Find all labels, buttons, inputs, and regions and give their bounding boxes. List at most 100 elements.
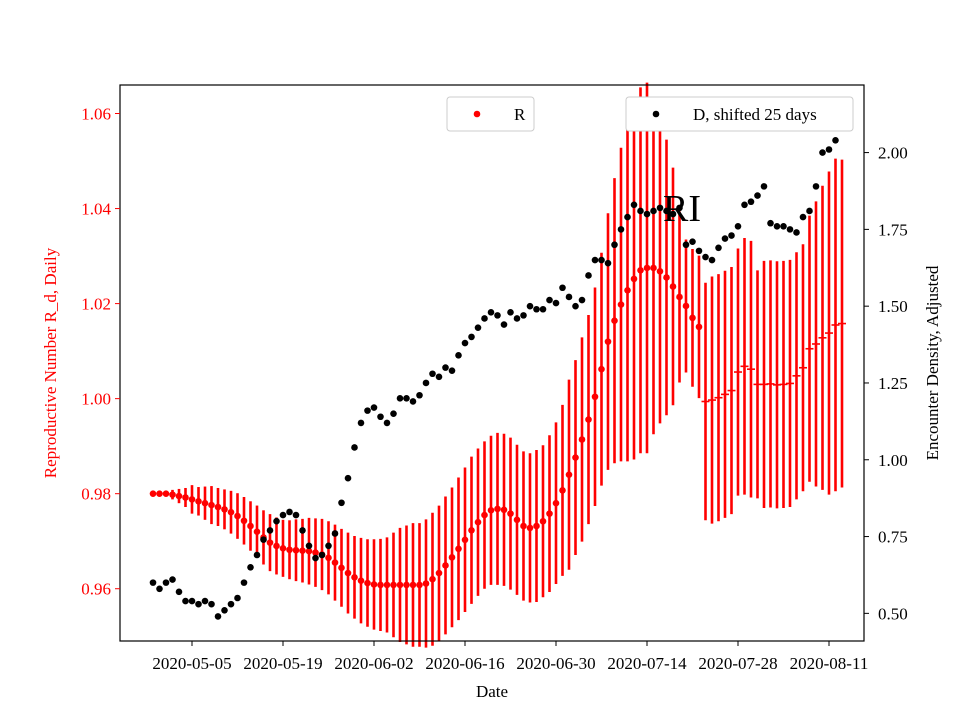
d-point	[630, 201, 638, 209]
r-point	[481, 511, 488, 519]
r-point	[403, 581, 410, 589]
d-point	[650, 207, 657, 215]
x-tick-label: 2020-05-05	[152, 654, 231, 673]
r-point	[357, 577, 365, 584]
d-point	[344, 474, 352, 482]
r-point	[676, 293, 683, 301]
r-point	[585, 416, 592, 423]
left-y-tick-label: 1.04	[81, 200, 111, 219]
r-point	[195, 497, 202, 505]
x-tick-label: 2020-06-30	[516, 654, 595, 673]
d-point	[162, 579, 170, 586]
d-point	[598, 256, 605, 264]
r-point	[448, 554, 456, 561]
legend-r-box	[446, 96, 535, 132]
d-point	[695, 247, 703, 255]
d-point	[520, 312, 527, 319]
x-axis-label: Date	[476, 682, 508, 701]
d-point	[728, 232, 735, 239]
r-point	[292, 546, 300, 554]
d-point	[676, 204, 683, 212]
r-point	[442, 562, 449, 569]
right-y-tick-label: 1.50	[878, 297, 908, 316]
r-point	[156, 490, 163, 497]
d-point	[279, 511, 287, 519]
r-point	[689, 314, 696, 322]
d-point	[546, 296, 553, 304]
left-y-tick-label: 0.98	[81, 485, 111, 504]
r-point	[214, 503, 222, 511]
d-point	[533, 305, 540, 313]
d-point	[734, 223, 742, 230]
x-tick-label: 2020-08-11	[790, 654, 869, 673]
d-point	[312, 554, 319, 562]
d-point	[325, 542, 332, 550]
legend-d-label: D, shifted 25 days	[693, 105, 817, 124]
d-points	[149, 112, 846, 620]
r-point	[208, 501, 215, 509]
r-point	[591, 393, 599, 401]
d-point	[585, 272, 592, 279]
annotation-label: RI	[663, 188, 701, 230]
d-point	[572, 302, 579, 310]
r-point	[390, 581, 397, 589]
d-point	[370, 404, 378, 411]
d-point	[526, 302, 534, 310]
r-point	[643, 264, 651, 272]
d-point	[806, 207, 813, 215]
r-point	[221, 506, 228, 513]
d-point	[507, 309, 514, 316]
d-point	[773, 223, 781, 230]
d-point	[182, 597, 189, 605]
d-point	[721, 235, 729, 242]
r-point	[513, 516, 521, 524]
d-point	[286, 508, 293, 516]
d-point	[793, 229, 800, 236]
left-y-tick-label: 0.96	[81, 580, 111, 599]
d-point	[513, 315, 521, 322]
legend-r: R	[446, 96, 535, 132]
r-point	[169, 491, 176, 498]
d-point	[747, 198, 755, 206]
r-point	[624, 286, 631, 294]
r-point	[630, 275, 638, 283]
d-point	[403, 395, 410, 402]
right-y-axis-label: Encounter Density, Adjusted	[923, 265, 942, 460]
r-point	[182, 494, 189, 501]
r-point	[682, 302, 690, 310]
d-point	[786, 226, 794, 233]
legend-r-marker	[473, 110, 481, 118]
d-point	[669, 210, 677, 218]
legend-d: D, shifted 25 days	[625, 96, 854, 132]
d-point	[169, 576, 176, 583]
d-point	[611, 241, 618, 249]
r-point	[383, 581, 391, 589]
r-point	[416, 581, 423, 589]
d-point	[780, 223, 787, 230]
d-point	[643, 210, 651, 218]
d-point	[253, 551, 261, 559]
d-point	[819, 149, 826, 156]
d-point	[617, 226, 625, 233]
d-point	[578, 296, 586, 304]
left-y-axis-ticks: 0.96 0.98 1.00 1.02 1.04 1.06	[81, 105, 120, 599]
r-point	[487, 507, 495, 514]
left-y-tick-label: 1.00	[81, 390, 111, 409]
d-point	[240, 579, 248, 586]
r-point	[325, 554, 332, 562]
right-y-tick-label: 1.75	[878, 220, 908, 239]
d-point	[474, 324, 482, 331]
r-point	[338, 564, 345, 572]
right-y-tick-label: 0.50	[878, 604, 908, 623]
r-point	[546, 510, 553, 517]
d-point	[715, 244, 722, 252]
d-point	[292, 511, 300, 519]
d-point	[812, 183, 820, 190]
d-point	[305, 542, 313, 550]
r-point	[331, 559, 339, 566]
right-y-tick-label: 2.00	[878, 144, 908, 163]
d-point	[318, 551, 326, 559]
r-point	[468, 526, 475, 534]
d-point	[767, 219, 774, 227]
d-point	[637, 207, 644, 215]
